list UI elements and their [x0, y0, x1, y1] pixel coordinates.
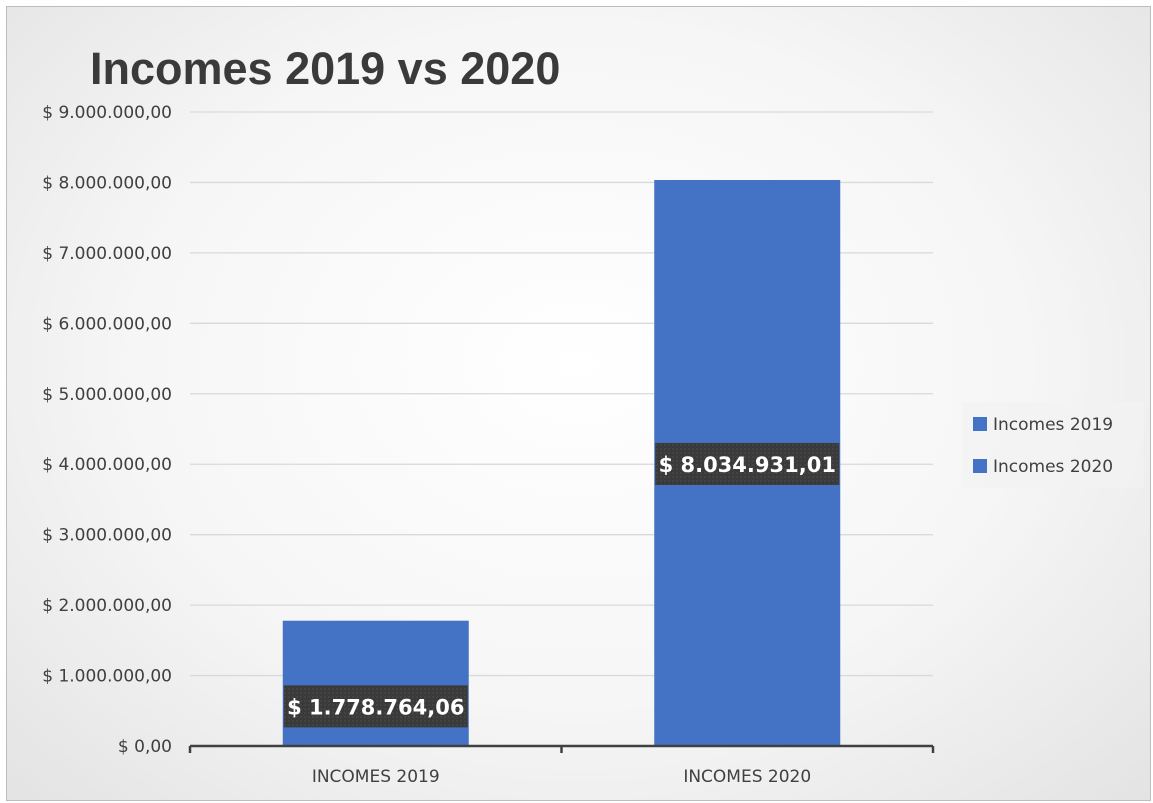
data-label-text: $ 8.034.931,01: [659, 453, 836, 477]
data-label-2: $ 8.034.931,01: [655, 442, 840, 485]
data-label-box: [655, 442, 840, 485]
legend-background: [962, 402, 1144, 488]
y-tick-label: $ 9.000.000,00: [42, 103, 172, 123]
chart-title: Incomes 2019 vs 2020: [90, 43, 560, 94]
y-tick-label: $ 0,00: [118, 737, 172, 757]
data-labels: $ 1.778.764,06 $ 8.034.931,01: [283, 442, 840, 728]
legend-entry: Incomes 2019: [993, 415, 1113, 435]
legend: Incomes 2019 Incomes 2020: [962, 402, 1144, 488]
legend-entry: Incomes 2020: [993, 457, 1113, 477]
y-tick-label: $ 3.000.000,00: [42, 526, 172, 546]
y-tick-label: $ 1.000.000,00: [42, 667, 172, 687]
data-label-box: [283, 685, 468, 728]
y-tick-label: $ 5.000.000,00: [42, 385, 172, 405]
legend-swatch: [973, 417, 987, 431]
x-axis: [188, 744, 935, 753]
data-label-1: $ 1.778.764,06: [283, 685, 468, 728]
x-category-label: INCOMES 2019: [312, 767, 440, 787]
y-tick-label: $ 4.000.000,00: [42, 455, 172, 475]
y-tick-label: $ 8.000.000,00: [42, 173, 172, 193]
x-axis-category-labels: INCOMES 2019 INCOMES 2020: [312, 767, 811, 787]
y-tick-label: $ 6.000.000,00: [42, 314, 172, 334]
x-category-label: INCOMES 2020: [683, 767, 811, 787]
legend-swatch: [973, 459, 987, 473]
y-tick-label: $ 2.000.000,00: [42, 596, 172, 616]
chart-frame: [6, 6, 1151, 801]
data-label-text: $ 1.778.764,06: [287, 695, 464, 719]
y-tick-label: $ 7.000.000,00: [42, 244, 172, 264]
y-axis-tick-labels: $ 0,00 $ 1.000.000,00 $ 2.000.000,00 $ 3.00…: [42, 103, 172, 757]
